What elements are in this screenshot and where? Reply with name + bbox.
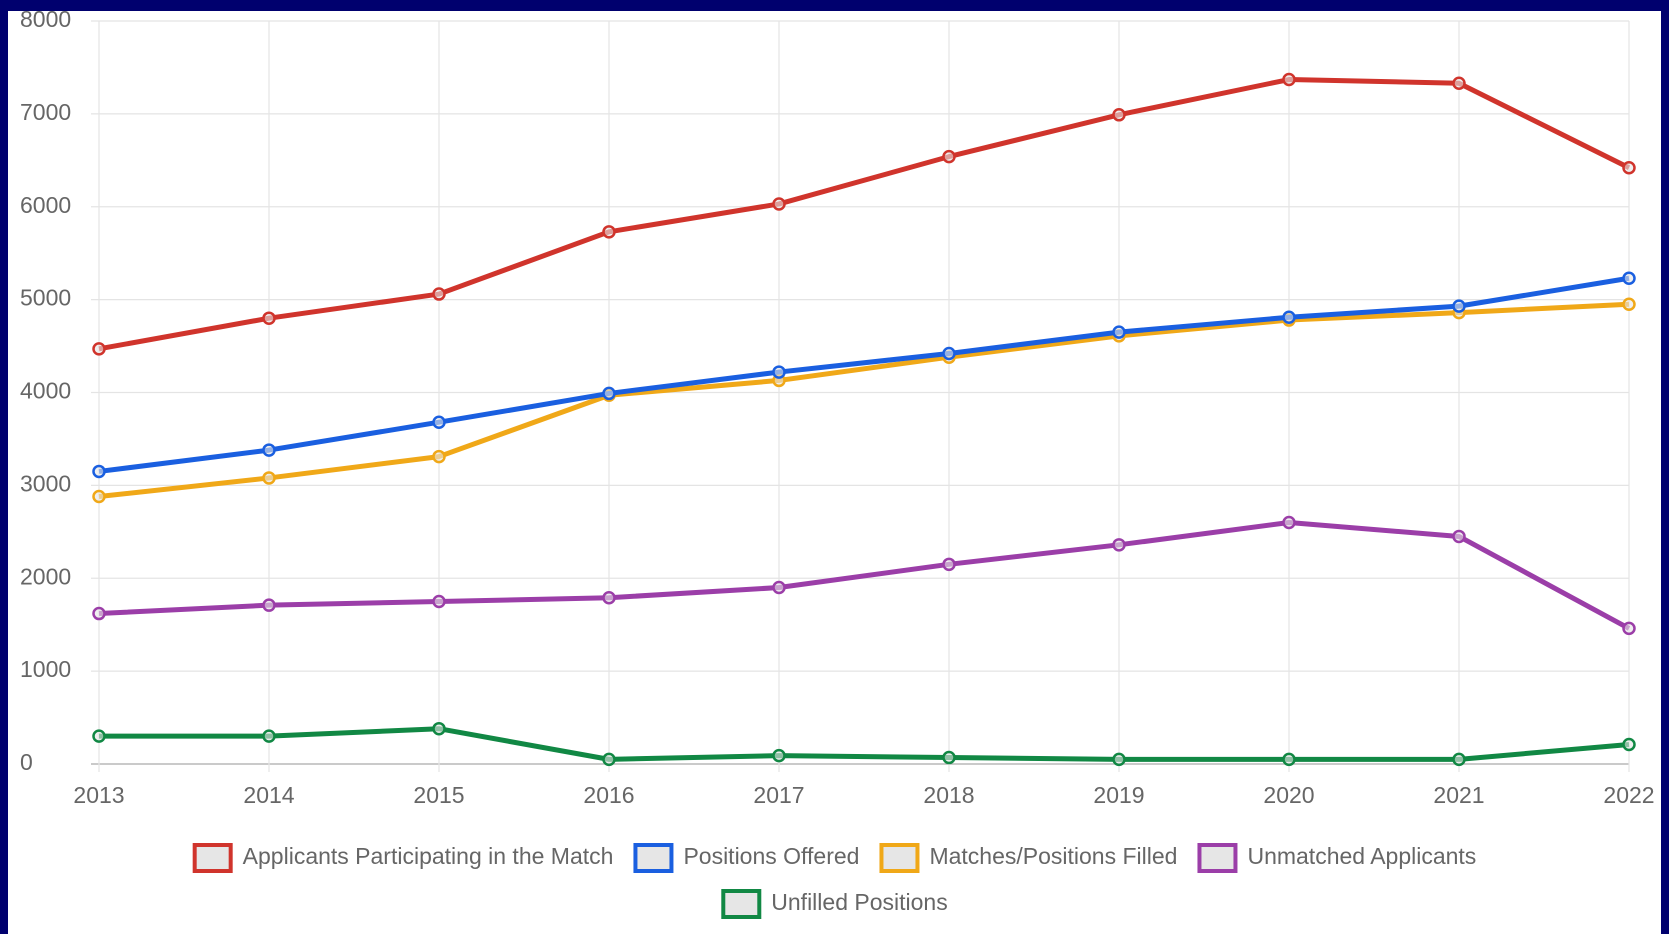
point: [772, 580, 786, 595]
x-tick-label: 2021: [1433, 782, 1484, 808]
point: [432, 594, 446, 609]
point: [1282, 515, 1296, 530]
point: [1112, 325, 1126, 339]
point: [942, 557, 956, 572]
point: [92, 489, 106, 504]
point: [262, 729, 276, 743]
point: [602, 591, 616, 605]
series-line: [98, 301, 1630, 500]
point: [1282, 72, 1296, 87]
legend-label: Unmatched Applicants: [1247, 843, 1476, 869]
point: [92, 606, 106, 621]
legend-label: Matches/Positions Filled: [929, 843, 1177, 869]
y-tick-label: 2000: [20, 563, 71, 589]
y-tick-label: 8000: [20, 6, 71, 32]
x-tick-label: 2017: [753, 782, 804, 808]
point: [1622, 271, 1636, 286]
point: [1622, 621, 1636, 636]
point: [1622, 297, 1636, 312]
x-tick-label: 2019: [1093, 782, 1144, 808]
series-line: [98, 520, 1631, 631]
point: [772, 197, 786, 211]
point: [92, 342, 106, 356]
point: [1282, 752, 1296, 767]
legend-swatch: [721, 889, 762, 919]
legend-swatch: [1197, 843, 1238, 873]
point: [1452, 76, 1466, 90]
y-tick-label: 4000: [20, 378, 71, 404]
series-line: [98, 77, 1631, 352]
point: [432, 287, 446, 301]
point: [262, 311, 276, 325]
point: [942, 346, 956, 361]
legend-swatch: [192, 843, 233, 873]
point: [432, 415, 446, 429]
point: [1622, 160, 1636, 175]
series-line: [99, 726, 1630, 762]
y-tick-label: 1000: [20, 656, 71, 682]
point: [602, 225, 616, 239]
y-tick-label: 6000: [20, 192, 71, 218]
x-tick-label: 2022: [1603, 782, 1654, 808]
legend-label: Positions Offered: [683, 843, 859, 869]
point: [262, 443, 276, 457]
point: [92, 464, 106, 479]
plot-background: [8, 11, 1661, 934]
point: [1452, 529, 1466, 544]
x-tick-label: 2016: [583, 782, 634, 808]
y-tick-label: 7000: [20, 99, 71, 125]
point: [92, 729, 106, 743]
y-tick-label: 5000: [20, 285, 71, 311]
point: [1112, 108, 1126, 122]
point: [772, 748, 786, 763]
point: [1452, 752, 1466, 767]
point: [602, 386, 616, 401]
point: [1112, 752, 1126, 767]
legend-label: Unfilled Positions: [771, 889, 947, 915]
point: [1112, 538, 1126, 552]
point: [942, 149, 956, 164]
y-tick-label: 3000: [20, 470, 71, 496]
point: [1282, 310, 1296, 325]
y-tick-label: 0: [20, 749, 33, 775]
point: [262, 471, 276, 485]
point: [262, 598, 276, 612]
x-tick-label: 2018: [923, 782, 974, 808]
point: [432, 721, 446, 736]
x-tick-label: 2013: [73, 782, 124, 808]
x-tick-label: 2020: [1263, 782, 1314, 808]
point: [602, 752, 616, 767]
point: [1622, 737, 1636, 752]
point: [942, 750, 956, 765]
legend-label: Applicants Participating in the Match: [243, 843, 614, 869]
x-tick-label: 2015: [413, 782, 464, 808]
legend-swatch: [879, 843, 920, 873]
x-tick-label: 2014: [243, 782, 294, 808]
point: [432, 449, 446, 464]
legend-swatch: [633, 843, 674, 873]
series-line: [98, 275, 1630, 474]
point: [772, 365, 786, 379]
point: [1452, 299, 1466, 313]
